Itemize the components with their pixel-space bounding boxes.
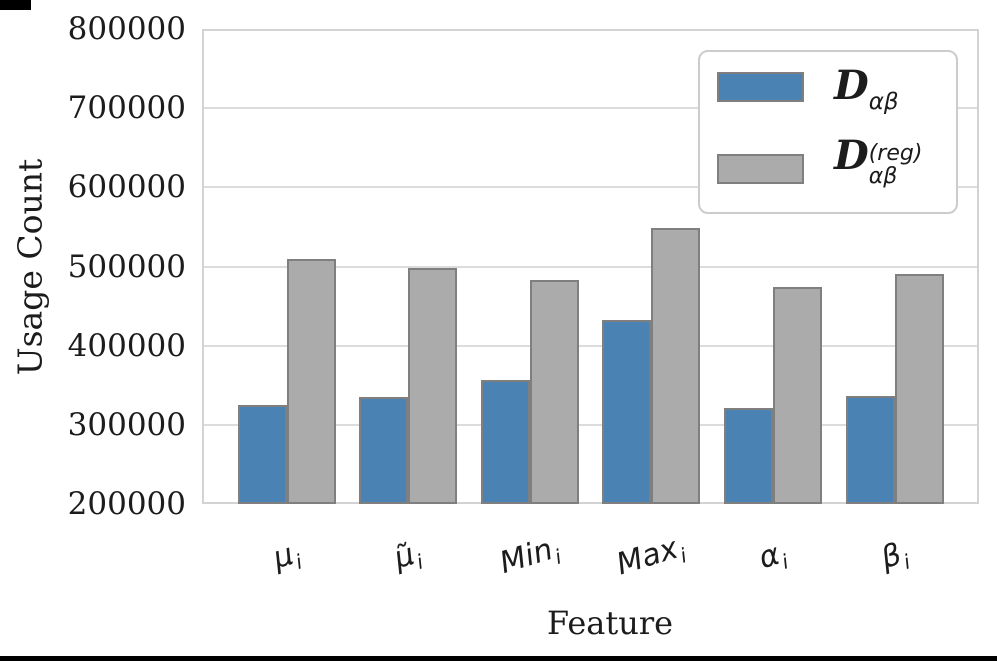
bar-gray-5	[772, 287, 822, 504]
gridline	[202, 423, 979, 426]
gridline	[202, 186, 979, 189]
legend-label: D (reg) αβ	[834, 132, 923, 189]
bar-blue-5	[723, 408, 773, 504]
bar-blue-1	[237, 405, 287, 504]
bottom-rule	[0, 656, 997, 661]
top-left-rule	[0, 0, 31, 10]
y-tick-label: 500000	[67, 248, 186, 285]
y-tick-label: 200000	[67, 486, 186, 522]
legend-swatch-blue	[717, 72, 804, 102]
x-tick-label: μi	[268, 537, 305, 577]
y-axis-title: Usage Count	[10, 158, 50, 376]
y-tick-label: 800000	[67, 11, 186, 47]
gridline	[202, 107, 979, 110]
gridline	[202, 344, 979, 347]
legend-swatch-gray	[717, 154, 804, 184]
y-tick-label: 300000	[67, 406, 186, 443]
bar-gray-4	[651, 227, 701, 504]
gridline	[202, 265, 979, 268]
bar-blue-3	[480, 379, 530, 504]
y-tick-label: 700000	[67, 90, 186, 127]
x-tick-label: βi	[876, 537, 913, 577]
bar-blue-4	[602, 319, 652, 504]
bar-gray-1	[286, 258, 336, 504]
bar-gray-3	[529, 279, 579, 504]
x-tick-label: αi	[754, 536, 792, 577]
bar-blue-2	[359, 397, 409, 504]
legend-label: Dαβ	[834, 62, 899, 116]
bar-gray-6	[894, 273, 944, 504]
y-tick-label: 600000	[67, 169, 186, 206]
bar-blue-6	[845, 395, 895, 504]
y-tick-label: 400000	[67, 327, 186, 364]
plot-area-border	[202, 29, 979, 504]
legend: Dαβ D (reg) αβ	[698, 50, 958, 214]
x-tick-label: Mini	[495, 532, 564, 582]
x-tick-label: Maxi	[612, 530, 690, 583]
x-tick-label: μ̃i	[390, 537, 427, 577]
bar-gray-2	[408, 268, 458, 504]
x-axis-title: Feature	[546, 604, 674, 642]
